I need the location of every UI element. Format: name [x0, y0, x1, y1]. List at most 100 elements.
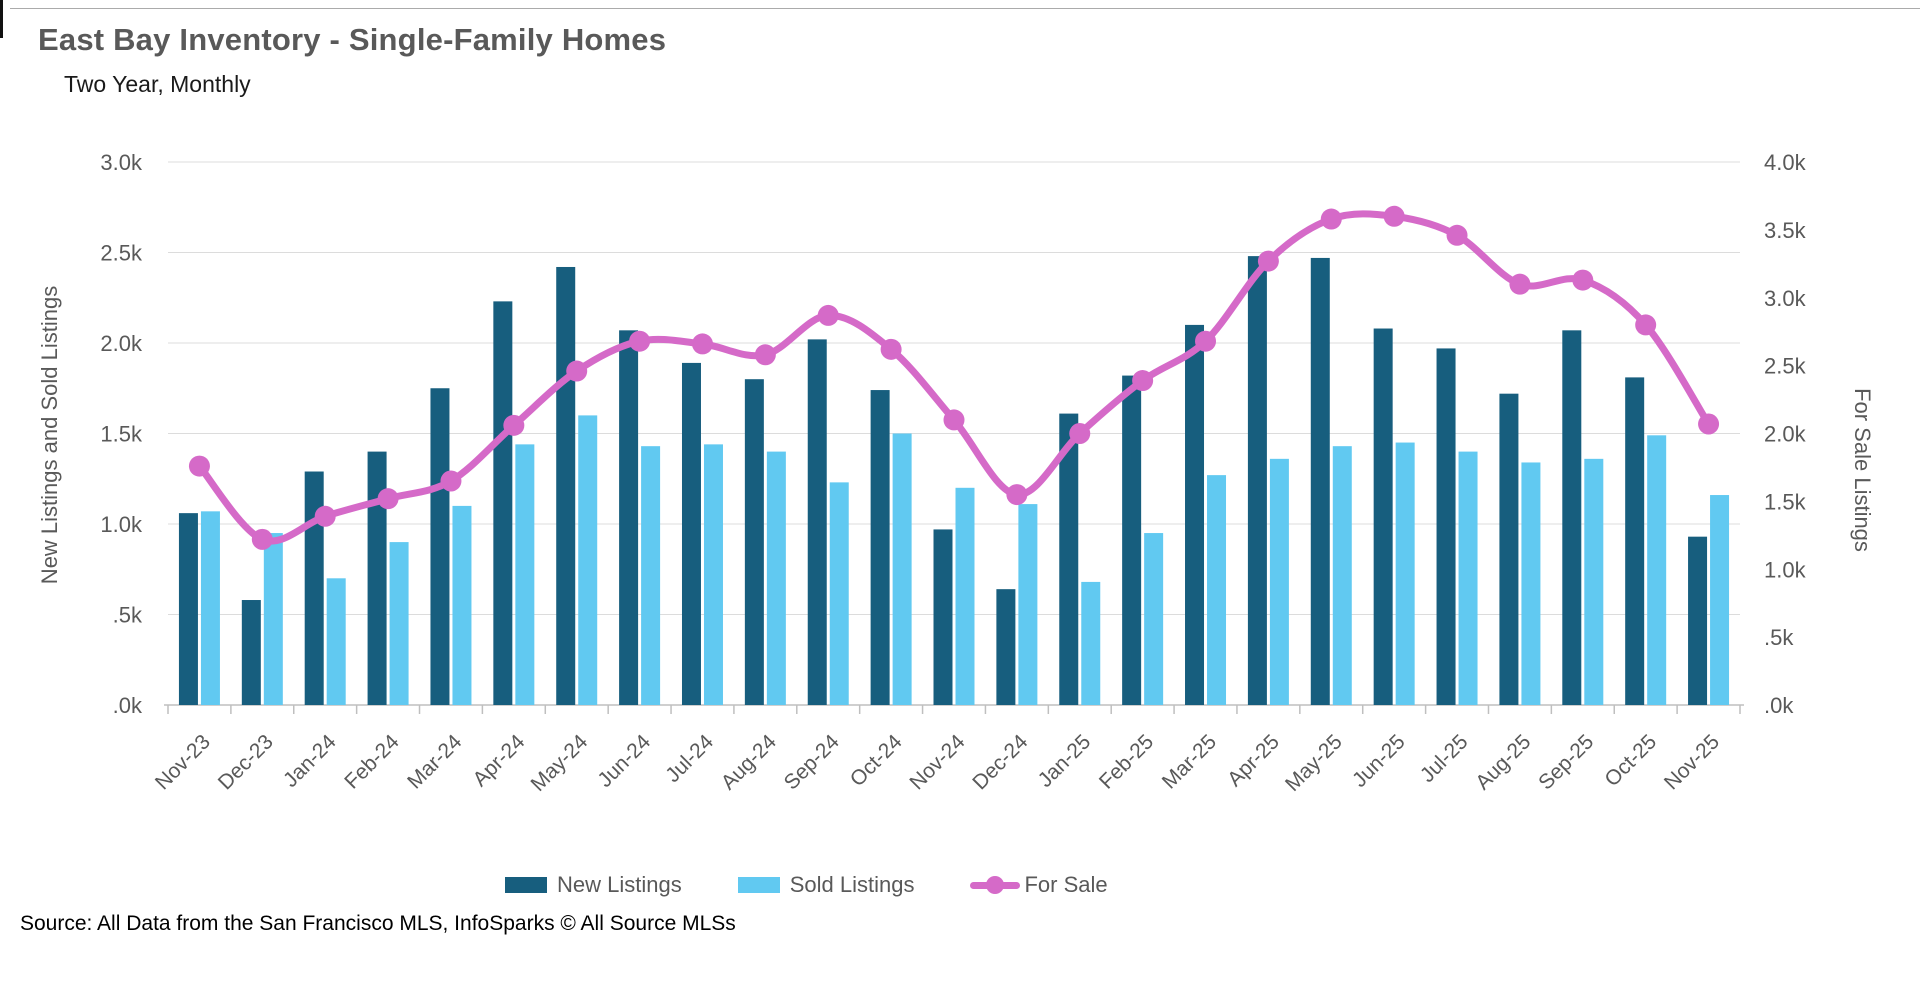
x-axis-label-Apr-24: Apr-24: [469, 730, 530, 791]
bar-sold-listings-Dec-23: [263, 533, 283, 705]
legend-label-for-sale: For Sale: [1024, 872, 1108, 897]
legend-item-for-sale: For Sale: [970, 872, 1108, 898]
new-listings-swatch-icon: [505, 877, 547, 893]
left-axis-tick-label: 2.0k: [100, 331, 143, 356]
x-axis-label-Jan-25: Jan-25: [1034, 730, 1096, 792]
left-axis-tick-label: .0k: [113, 693, 143, 718]
for-sale-point-Nov-23: [188, 455, 210, 477]
bar-new-listings-Nov-24: [933, 529, 953, 705]
x-axis-label-Dec-23: Dec-23: [214, 730, 278, 794]
for-sale-point-Jan-25: [1069, 423, 1091, 444]
for-sale-point-Mar-24: [440, 470, 462, 492]
for-sale-point-Nov-24: [943, 409, 965, 431]
x-axis-label-Oct-25: Oct-25: [1600, 730, 1661, 791]
right-axis-tick-label: 2.0k: [1764, 422, 1807, 447]
bar-sold-listings-Aug-25: [1521, 462, 1541, 705]
for-sale-point-Aug-24: [754, 344, 776, 366]
x-axis-label-Nov-25: Nov-25: [1660, 730, 1724, 794]
bar-sold-listings-Aug-24: [766, 451, 786, 705]
for-sale-point-May-25: [1320, 208, 1342, 230]
bar-sold-listings-Jun-25: [1395, 442, 1415, 705]
for-sale-point-Oct-24: [880, 338, 902, 360]
bar-new-listings-Dec-24: [996, 589, 1016, 705]
for-sale-point-Sep-25: [1572, 269, 1594, 291]
bar-new-listings-Aug-24: [744, 379, 764, 705]
for-sale-point-Apr-25: [1257, 250, 1279, 272]
for-sale-point-Nov-25: [1698, 413, 1720, 435]
x-axis-label-Sep-24: Sep-24: [780, 730, 844, 794]
right-axis-tick-label: .5k: [1764, 625, 1794, 650]
right-axis-tick-label: 1.0k: [1764, 557, 1807, 582]
sold-listings-swatch-icon: [737, 877, 780, 893]
bar-sold-listings-Jul-25: [1458, 451, 1478, 705]
bar-new-listings-Sep-25: [1562, 330, 1582, 705]
right-axis-tick-label: .0k: [1764, 693, 1794, 718]
for-sale-point-Feb-24: [377, 488, 399, 510]
bar-new-listings-Jul-25: [1436, 348, 1456, 705]
for-sale-point-Jun-25: [1383, 205, 1405, 227]
chart-subtitle: Two Year, Monthly: [64, 71, 251, 97]
x-axis-label-Jul-24: Jul-24: [661, 730, 718, 787]
bar-new-listings-Nov-23: [178, 513, 198, 705]
x-axis-label-Aug-25: Aug-25: [1471, 730, 1535, 794]
bar-sold-listings-Feb-24: [389, 542, 409, 705]
bar-sold-listings-Jul-24: [703, 444, 723, 705]
bar-new-listings-Mar-24: [430, 388, 450, 705]
bar-sold-listings-Nov-25: [1710, 495, 1730, 705]
x-axis-label-Jul-25: Jul-25: [1416, 730, 1473, 787]
bar-sold-listings-Nov-24: [955, 487, 975, 705]
x-axis-label-Jan-24: Jan-24: [279, 730, 341, 792]
bar-sold-listings-Jun-24: [641, 446, 661, 705]
bar-new-listings-Jan-24: [304, 471, 324, 705]
x-axis-label-Nov-23: Nov-23: [151, 730, 215, 794]
source-attribution: Source: All Data from the San Francisco …: [20, 912, 736, 935]
bar-new-listings-Jan-25: [1059, 413, 1079, 705]
left-axis-tick-label: 2.5k: [100, 241, 143, 266]
left-axis-tick-label: .5k: [113, 603, 143, 628]
x-axis-label-Dec-24: Dec-24: [968, 730, 1032, 794]
bar-sold-listings-Jan-25: [1081, 581, 1101, 705]
left-axis-tick-label: 1.5k: [100, 422, 143, 447]
x-axis-label-Jun-24: Jun-24: [593, 730, 655, 792]
x-axis-label-Jun-25: Jun-25: [1348, 730, 1410, 792]
for-sale-point-Jun-24: [629, 330, 651, 352]
x-axis-label-Feb-24: Feb-24: [340, 730, 404, 794]
bar-new-listings-Jun-24: [619, 330, 639, 705]
for-sale-point-Apr-24: [503, 414, 525, 436]
for-sale-line-marker-icon: [970, 875, 1021, 895]
x-axis-label-May-25: May-25: [1281, 730, 1347, 796]
for-sale-point-Sep-24: [817, 304, 839, 326]
bar-new-listings-Feb-24: [367, 451, 387, 705]
bar-new-listings-Aug-25: [1499, 393, 1519, 705]
bar-sold-listings-May-25: [1332, 446, 1352, 705]
left-axis-tick-label: 3.0k: [100, 150, 143, 175]
bar-sold-listings-Nov-23: [200, 511, 220, 705]
legend-label-sold-listings: Sold Listings: [789, 872, 915, 897]
bar-sold-listings-Oct-24: [892, 433, 912, 705]
chart-title: East Bay Inventory - Single-Family Homes: [38, 22, 667, 57]
bar-sold-listings-Apr-25: [1269, 458, 1289, 705]
for-sale-point-May-24: [566, 360, 588, 382]
bar-new-listings-Feb-25: [1122, 375, 1142, 705]
bar-new-listings-Oct-24: [870, 390, 890, 705]
left-edge-mark: [0, 0, 3, 38]
right-axis-tick-label: 2.5k: [1764, 354, 1807, 379]
for-sale-point-Mar-25: [1195, 330, 1217, 352]
bar-new-listings-Mar-25: [1185, 324, 1205, 705]
x-axis-label-Nov-24: Nov-24: [905, 730, 969, 794]
bar-new-listings-Sep-24: [807, 339, 827, 705]
right-axis-tick-label: 3.0k: [1764, 286, 1807, 311]
for-sale-point-Oct-25: [1635, 314, 1657, 336]
right-axis-tick-label: 4.0k: [1764, 150, 1807, 175]
x-axis-label-Aug-24: Aug-24: [717, 730, 781, 794]
legend-item-new-listings: New Listings: [505, 872, 682, 898]
bar-new-listings-Jul-24: [681, 362, 701, 705]
bar-sold-listings-Feb-25: [1144, 533, 1164, 705]
bar-new-listings-Apr-24: [493, 301, 513, 705]
bar-new-listings-Apr-25: [1247, 256, 1267, 705]
for-sale-point-Jan-24: [314, 505, 336, 527]
bar-new-listings-Jun-25: [1373, 328, 1393, 705]
bar-new-listings-Nov-25: [1688, 536, 1708, 705]
